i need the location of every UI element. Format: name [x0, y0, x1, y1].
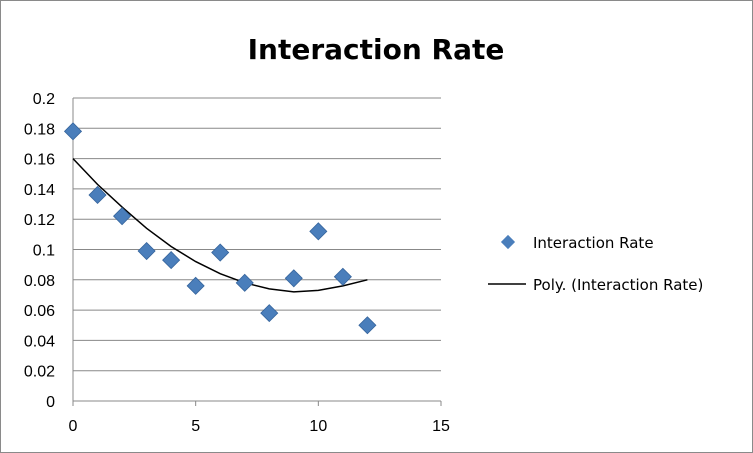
data-point	[162, 251, 181, 270]
chart-title: Interaction Rate	[248, 33, 505, 66]
data-point	[113, 207, 132, 226]
y-tick-label: 0.14	[24, 182, 55, 199]
legend: Interaction Rate Poly. (Interaction Rate…	[488, 234, 703, 294]
data-point	[333, 267, 352, 286]
data-points	[63, 122, 377, 335]
data-point	[358, 316, 377, 335]
data-point	[137, 241, 156, 261]
data-point	[309, 222, 328, 241]
data-point	[235, 273, 254, 292]
data-point	[88, 185, 107, 205]
y-tick-label: 0.1	[33, 243, 55, 260]
axes: 0 0.02 0.04 0.06 0.08 0.1 0.12 0.14 0.16 0.18 0.2 0…	[24, 91, 450, 435]
grid-lines	[73, 97, 441, 372]
data-point	[260, 304, 279, 323]
legend-label-interaction-rate: Interaction Rate	[533, 234, 654, 252]
trendline	[72, 158, 368, 293]
trendline-layer	[72, 158, 368, 293]
y-tick-label: 0.04	[24, 333, 55, 350]
data-point	[211, 243, 230, 262]
x-tick-label: 15	[432, 418, 450, 435]
y-tick-label: 0.02	[24, 364, 55, 381]
legend-label-trendline: Poly. (Interaction Rate)	[533, 276, 703, 294]
y-tick-label: 0.12	[24, 212, 55, 229]
x-tick-label: 10	[309, 418, 327, 435]
data-point	[63, 122, 83, 141]
y-tick-label: 0.18	[24, 121, 55, 138]
data-point	[186, 276, 205, 295]
y-tick-label: 0.16	[24, 152, 55, 169]
y-tick-label: 0.2	[33, 91, 55, 108]
legend-marker-interaction-rate	[500, 234, 516, 250]
y-tick-label: 0.06	[24, 303, 55, 320]
data-point	[284, 269, 303, 288]
y-tick-label: 0.08	[24, 273, 55, 290]
x-tick-label: 5	[191, 418, 200, 435]
y-tick-label: 0	[46, 394, 55, 411]
x-tick-label: 0	[69, 418, 78, 435]
